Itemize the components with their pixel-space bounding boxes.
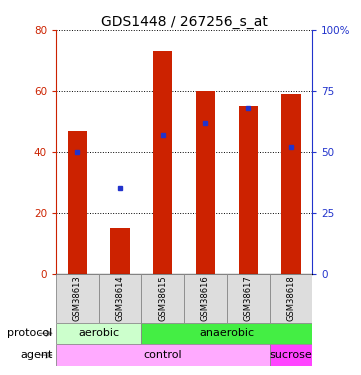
Text: sucrose: sucrose [270,350,312,360]
Bar [142,274,184,322]
Text: GSM38617: GSM38617 [244,275,253,321]
Bar [68,130,87,274]
Text: anaerobic: anaerobic [199,328,255,338]
Title: GDS1448 / 267256_s_at: GDS1448 / 267256_s_at [101,15,268,29]
Bar [56,322,142,344]
Text: GSM38615: GSM38615 [158,275,167,321]
Text: GSM38616: GSM38616 [201,275,210,321]
Bar [239,106,258,274]
Bar [56,274,99,322]
Bar [184,274,227,322]
Text: GSM38614: GSM38614 [116,275,125,321]
Bar [270,274,312,322]
Bar [142,322,312,344]
Bar [99,274,142,322]
Bar [196,91,215,274]
Text: aerobic: aerobic [78,328,119,338]
Bar [227,274,270,322]
Text: agent: agent [20,350,52,360]
Text: GSM38613: GSM38613 [73,275,82,321]
Bar [281,94,300,274]
Text: protocol: protocol [7,328,52,338]
Bar [270,344,312,366]
Bar [110,228,130,274]
Bar [56,344,270,366]
Text: control: control [143,350,182,360]
Bar [153,51,172,274]
Text: GSM38618: GSM38618 [286,275,295,321]
